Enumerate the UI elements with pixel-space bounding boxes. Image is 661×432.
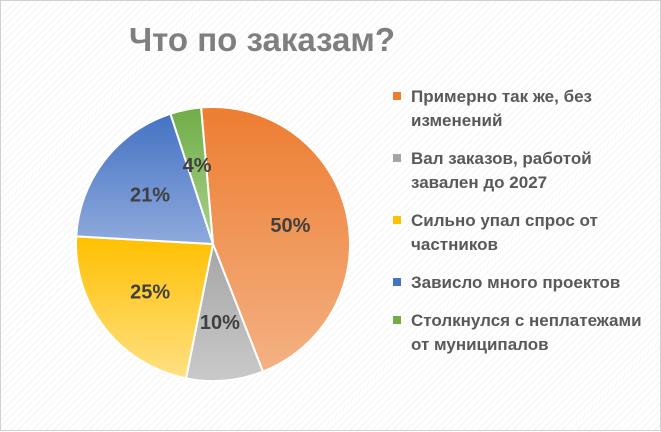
legend-swatch bbox=[393, 316, 401, 324]
chart-title: Что по заказам? bbox=[129, 21, 395, 58]
pie-slice-1 bbox=[199, 106, 351, 373]
legend-item-5: Столкнулся с неплатежами от муниципалов bbox=[393, 309, 655, 357]
legend-label: Вал заказов, работой завален до 2027 bbox=[411, 149, 592, 192]
data-label-5: 4% bbox=[183, 155, 212, 177]
pie-slice-3 bbox=[75, 235, 215, 380]
legend-swatch bbox=[393, 278, 401, 286]
pie-slice-4 bbox=[75, 112, 215, 246]
legend-item-4: Зависло много проектов bbox=[393, 271, 655, 295]
data-label-1: 50% bbox=[270, 215, 310, 237]
pie-slice-2 bbox=[184, 240, 265, 382]
legend-item-1: Примерно так же, без изменений bbox=[393, 85, 655, 133]
data-label-3: 25% bbox=[130, 282, 170, 304]
legend-label: Примерно так же, без изменений bbox=[411, 87, 592, 130]
legend-swatch bbox=[393, 216, 401, 224]
legend-label: Зависло много проектов bbox=[411, 273, 621, 292]
pie-slice-5 bbox=[169, 106, 214, 245]
legend-swatch bbox=[393, 154, 401, 162]
legend-swatch bbox=[393, 92, 401, 100]
data-label-2: 10% bbox=[200, 312, 240, 334]
legend-item-3: Сильно упал спрос от частников bbox=[393, 209, 655, 257]
legend-item-2: Вал заказов, работой завален до 2027 bbox=[393, 147, 655, 195]
legend-label: Сильно упал спрос от частников bbox=[411, 211, 598, 254]
data-label-4: 21% bbox=[130, 185, 170, 207]
legend-label: Столкнулся с неплатежами от муниципалов bbox=[411, 311, 642, 354]
chart-legend: Примерно так же, без изменений Вал заказо… bbox=[393, 85, 655, 357]
